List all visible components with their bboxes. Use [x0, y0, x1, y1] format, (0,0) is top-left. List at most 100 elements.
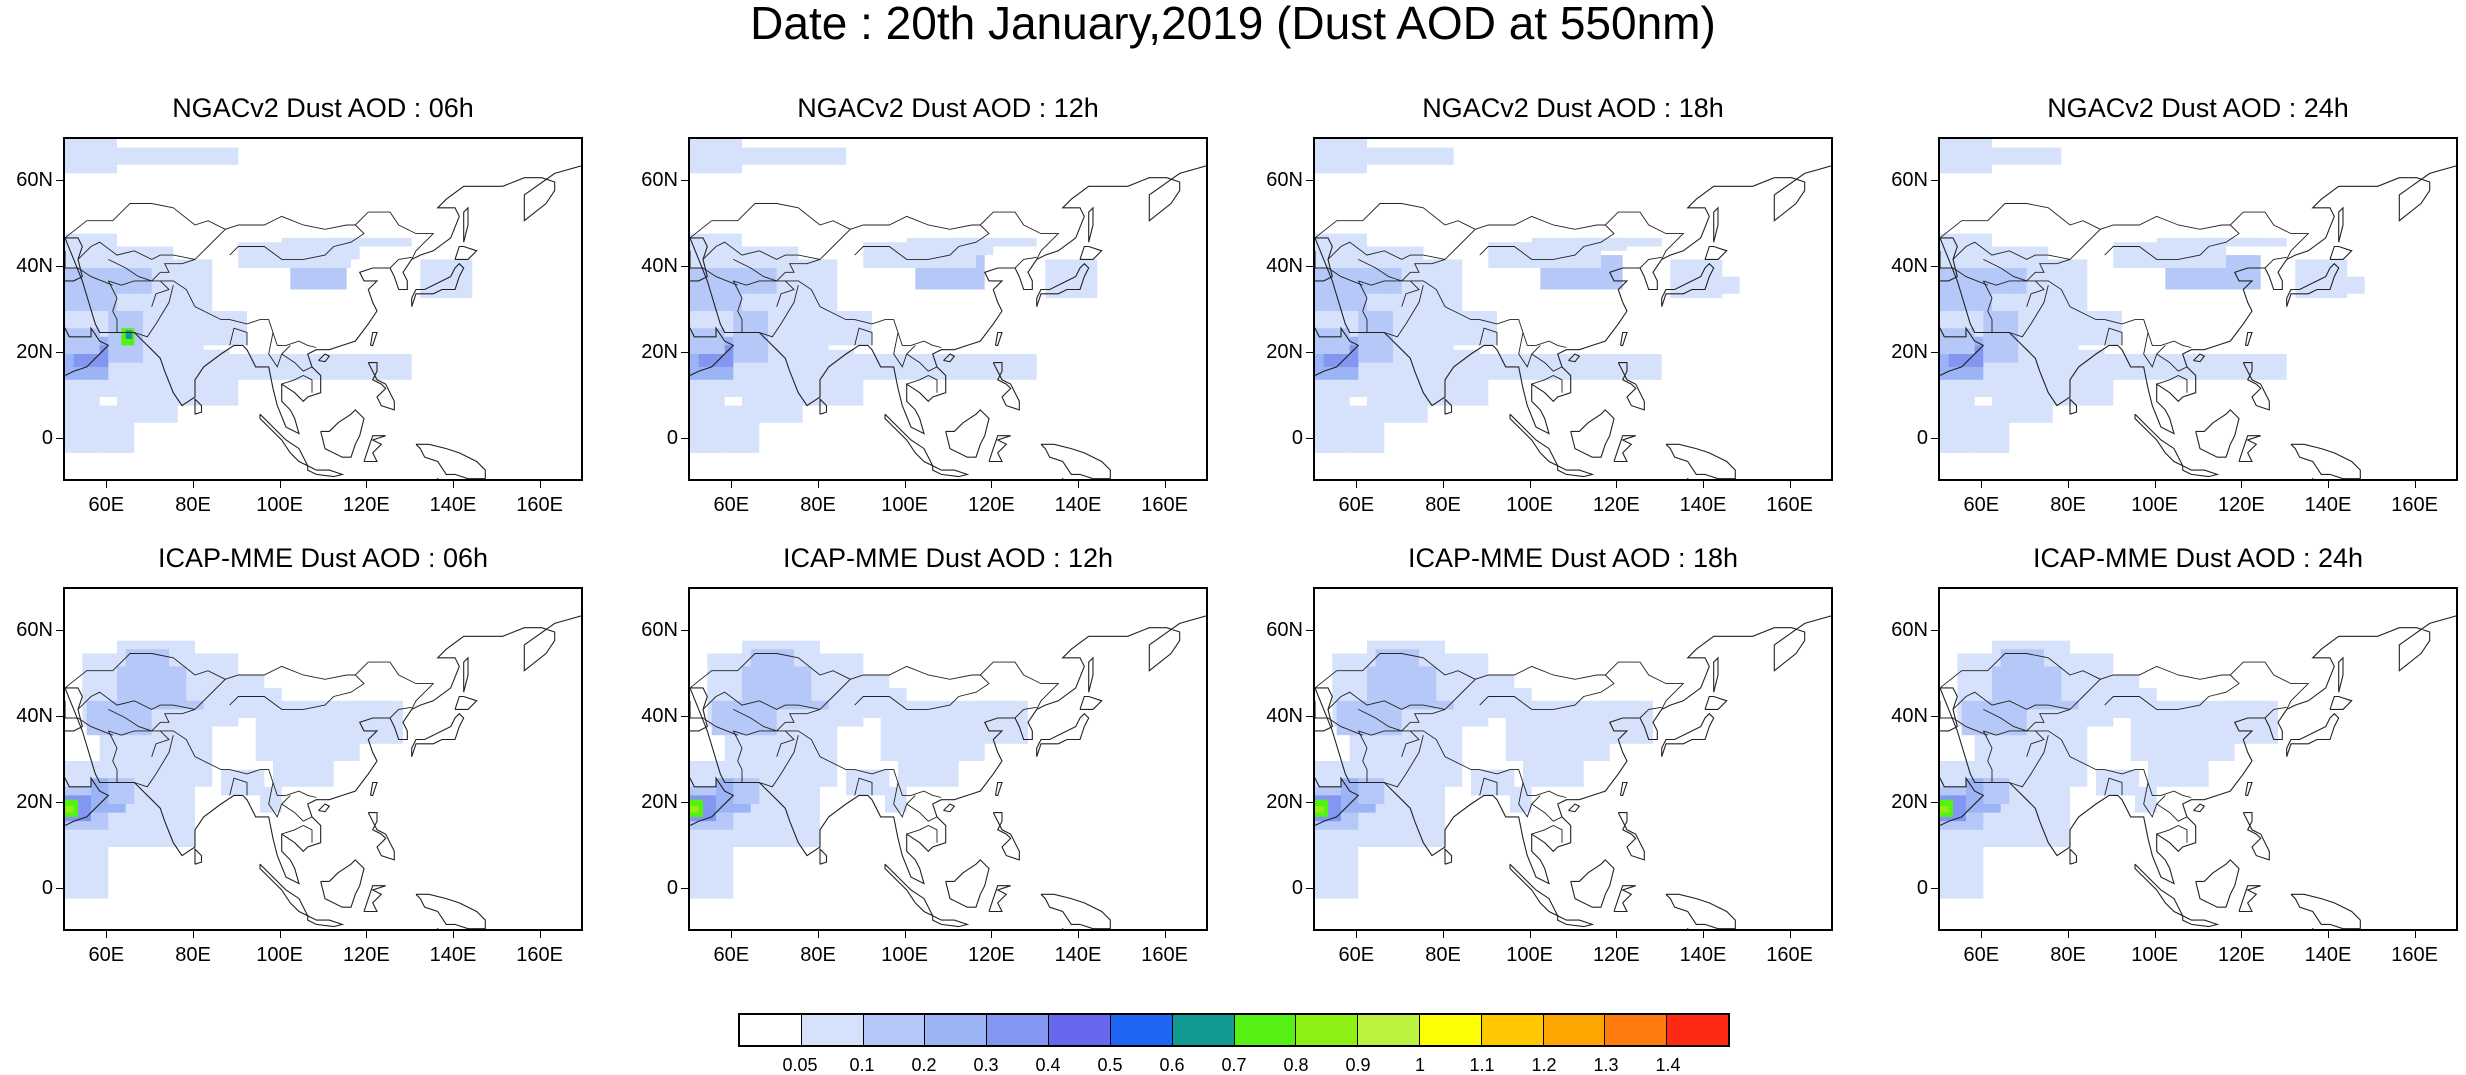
- country-border: [2009, 735, 2049, 788]
- coastline: [1940, 615, 2456, 885]
- longitude-tick: [453, 481, 454, 488]
- coastline: [1315, 687, 1333, 732]
- latitude-tick: [1306, 630, 1313, 631]
- country-border: [151, 280, 170, 307]
- colorbar-swatch: [1049, 1015, 1111, 1045]
- coastline: [369, 781, 378, 796]
- colorbar-label: 1.4: [1655, 1055, 1681, 1075]
- dust-aod-cell: [1961, 700, 2027, 736]
- longitude-label: 80E: [175, 494, 211, 516]
- dust-aod-cell: [86, 700, 152, 736]
- latitude-label: 60N: [641, 619, 678, 641]
- latitude-label: 40N: [1891, 705, 1928, 727]
- latitude-label: 60N: [1891, 619, 1928, 641]
- coastline: [1617, 362, 1645, 411]
- longitude-tick: [1703, 931, 1704, 938]
- coastline: [1613, 885, 1636, 913]
- coastline: [1509, 863, 1559, 918]
- coastline: [690, 761, 735, 826]
- dust-aod-cell: [690, 838, 734, 899]
- coastline: [2238, 885, 2261, 913]
- country-border: [108, 280, 317, 348]
- country-border: [737, 310, 743, 333]
- longitude-tick: [1529, 931, 1531, 938]
- country-border: [65, 653, 226, 689]
- coastline: [2182, 465, 2220, 478]
- longitude-tick: [1616, 481, 1618, 488]
- country-border: [1358, 280, 1567, 348]
- longitude-tick: [2328, 931, 2329, 938]
- country-border: [112, 760, 118, 783]
- latitude-label: 20N: [1266, 341, 1303, 363]
- coastline: [2338, 206, 2344, 243]
- country-border: [2026, 730, 2045, 757]
- longitude-tick: [1078, 481, 1079, 488]
- dust-aod-cell: [2200, 237, 2287, 247]
- country-border: [2156, 353, 2188, 372]
- colorbar-swatch: [801, 1015, 864, 1045]
- country-border: [281, 824, 313, 843]
- country-border: [732, 280, 743, 312]
- country-border: [1362, 760, 1368, 783]
- dust-aod-cell: [1992, 666, 2062, 701]
- country-border: [1518, 782, 1541, 818]
- map-canvas: [1940, 615, 2456, 929]
- country-border: [281, 803, 313, 822]
- longitude-tick: [193, 481, 194, 488]
- longitude-label: 140E: [1679, 494, 1727, 516]
- latitude-label: 20N: [641, 791, 678, 813]
- latitude-label: 20N: [1266, 791, 1303, 813]
- coastline: [1686, 927, 1689, 929]
- coastline: [1704, 245, 1728, 260]
- colorbar-swatch: [1419, 1015, 1482, 1045]
- dust-aod-cell: [1940, 233, 1992, 247]
- country-border: [2026, 708, 2071, 732]
- latitude-tick: [681, 716, 688, 717]
- latitude-label: 40N: [1266, 705, 1303, 727]
- country-border: [1358, 708, 1402, 732]
- country-border: [759, 735, 799, 788]
- coastline: [2338, 656, 2344, 693]
- country-border: [268, 782, 291, 818]
- longitude-label: 60E: [88, 944, 125, 966]
- coastline: [690, 311, 735, 376]
- country-border: [65, 203, 226, 239]
- coastline: [2195, 859, 2240, 908]
- dust-aod-cell: [2000, 649, 2044, 667]
- latitude-tick: [56, 266, 63, 267]
- colorbar-label: 0.5: [1097, 1055, 1123, 1075]
- panel-title: NGACv2 Dust AOD : 18h: [1422, 93, 1724, 123]
- latitude-label: 0: [1291, 427, 1303, 449]
- longitude-tick: [818, 931, 819, 938]
- country-border: [281, 353, 313, 372]
- dust-aod-cell: [1940, 328, 1975, 354]
- country-border: [108, 730, 317, 798]
- coastline: [415, 893, 486, 929]
- country-border: [1952, 211, 2310, 260]
- country-border: [1531, 824, 1563, 843]
- dust-aod-cell: [846, 769, 890, 796]
- coastline: [943, 353, 956, 363]
- coastline: [690, 237, 708, 282]
- longitude-tick: [731, 481, 733, 488]
- latitude-tick: [681, 630, 688, 631]
- coastline: [463, 656, 469, 693]
- latitude-label: 0: [1916, 877, 1928, 899]
- panel-title: ICAP-MME Dust AOD : 18h: [1407, 543, 1739, 573]
- longitude-tick: [1981, 931, 1983, 938]
- dust-aod-cell: [351, 700, 403, 744]
- country-border: [1479, 674, 1615, 710]
- coastline: [1509, 413, 1559, 468]
- country-border: [1401, 280, 1420, 307]
- coastline: [2238, 435, 2261, 463]
- coastline: [65, 237, 83, 282]
- dust-aod-cell: [1510, 786, 1532, 813]
- coastline: [307, 465, 345, 478]
- longitude-label: 100E: [2131, 944, 2179, 966]
- country-border: [2104, 224, 2240, 260]
- longitude-label: 120E: [1592, 494, 1640, 516]
- longitude-label: 160E: [516, 494, 564, 516]
- latitude-label: 20N: [1891, 791, 1928, 813]
- longitude-label: 60E: [1338, 494, 1375, 516]
- coastline: [1661, 262, 1715, 307]
